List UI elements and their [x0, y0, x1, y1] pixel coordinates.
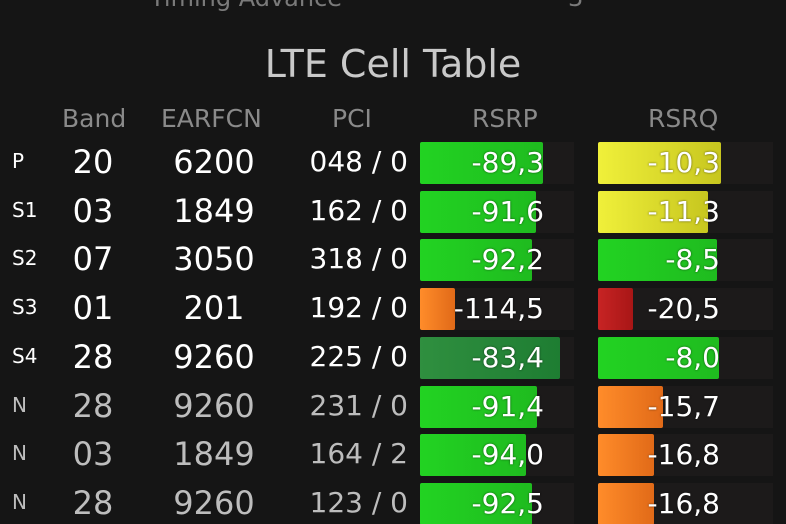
header-pci: PCI — [332, 104, 372, 133]
table-row: S2 07 3050 318 / 0 -92,2 -8,5 — [0, 236, 786, 284]
bar-value: -92,2 — [471, 243, 544, 276]
rsrp-bar: -94,0 — [420, 434, 574, 476]
cell-role-label: N — [12, 490, 27, 514]
bar-fill — [598, 386, 663, 428]
bar-value: -15,7 — [647, 390, 720, 423]
cell-role-label: S3 — [12, 295, 38, 319]
timing-advance-value: 3 — [568, 0, 583, 12]
bar-value: -11,3 — [647, 195, 720, 228]
rsrq-bar: -8,0 — [598, 337, 773, 379]
rsrp-bar: -83,4 — [420, 337, 574, 379]
pci-value: 162 / 0 — [309, 194, 409, 227]
bar-value: -91,4 — [471, 390, 544, 423]
timing-advance-label: Timing Advance — [150, 0, 342, 12]
pci-value: 225 / 0 — [309, 340, 409, 373]
pci-value: 231 / 0 — [309, 389, 409, 422]
earfcn-value: 9260 — [173, 387, 255, 425]
table-row: S1 03 1849 162 / 0 -91,6 -11,3 — [0, 188, 786, 236]
band-value: 20 — [72, 143, 114, 181]
table-row: S3 01 201 192 / 0 -114,5 -20,5 — [0, 285, 786, 333]
band-value: 28 — [72, 338, 114, 376]
bar-fill — [420, 288, 456, 330]
rsrq-bar: -15,7 — [598, 386, 773, 428]
bar-fill — [420, 337, 561, 379]
bar-fill — [598, 483, 654, 524]
pci-value: 164 / 2 — [309, 437, 409, 470]
page-title: LTE Cell Table — [264, 42, 522, 86]
bar-fill — [598, 337, 719, 379]
band-value: 28 — [72, 387, 114, 425]
table-row: S4 28 9260 225 / 0 -83,4 -8,0 — [0, 334, 786, 382]
band-value: 03 — [72, 192, 114, 230]
cell-role-label: S2 — [12, 246, 38, 270]
bar-fill — [598, 239, 717, 281]
earfcn-value: 9260 — [173, 338, 255, 376]
earfcn-value: 1849 — [173, 192, 255, 230]
bar-fill — [420, 434, 527, 476]
bar-fill — [598, 434, 654, 476]
bar-value: -91,6 — [471, 195, 544, 228]
pci-value: 048 / 0 — [309, 145, 409, 178]
cell-role-label: P — [12, 149, 25, 173]
rsrq-bar: -20,5 — [598, 288, 773, 330]
rsrq-bar: -16,8 — [598, 434, 773, 476]
rsrp-bar: -114,5 — [420, 288, 574, 330]
bar-fill — [598, 191, 709, 233]
bar-value: -83,4 — [471, 341, 544, 374]
rsrp-bar: -89,3 — [420, 142, 574, 184]
bar-fill — [598, 142, 721, 184]
cell-role-label: S4 — [12, 344, 38, 368]
rsrq-bar: -8,5 — [598, 239, 773, 281]
rsrp-bar: -92,5 — [420, 483, 574, 524]
pci-value: 192 / 0 — [309, 291, 409, 324]
pci-value: 123 / 0 — [309, 486, 409, 519]
rsrp-bar: -92,2 — [420, 239, 574, 281]
cell-role-label: N — [12, 441, 27, 465]
cell-role-label: S1 — [12, 198, 38, 222]
earfcn-value: 1849 — [173, 435, 255, 473]
header-earfcn: EARFCN — [161, 104, 262, 133]
earfcn-value: 9260 — [173, 484, 255, 522]
band-value: 07 — [72, 240, 114, 278]
bar-fill — [420, 483, 533, 524]
bar-value: -16,8 — [647, 487, 720, 520]
table-row: N 28 9260 123 / 0 -92,5 -16,8 — [0, 480, 786, 524]
rsrp-bar: -91,4 — [420, 386, 574, 428]
rsrq-bar: -16,8 — [598, 483, 773, 524]
bar-value: -114,5 — [453, 292, 544, 325]
bar-value: -20,5 — [647, 292, 720, 325]
bar-value: -8,0 — [665, 341, 720, 374]
bar-value: -89,3 — [471, 146, 544, 179]
bar-value: -94,0 — [471, 438, 544, 471]
header-rsrp: RSRP — [472, 104, 538, 133]
band-value: 03 — [72, 435, 114, 473]
bar-fill — [598, 288, 633, 330]
table-row: N 28 9260 231 / 0 -91,4 -15,7 — [0, 383, 786, 431]
table-row: P 20 6200 048 / 0 -89,3 -10,3 — [0, 139, 786, 187]
bar-fill — [420, 191, 536, 233]
rsrq-bar: -11,3 — [598, 191, 773, 233]
bar-value: -8,5 — [665, 243, 720, 276]
bar-value: -16,8 — [647, 438, 720, 471]
header-band: Band — [62, 104, 127, 133]
bar-fill — [420, 386, 538, 428]
earfcn-value: 201 — [183, 289, 245, 327]
bar-fill — [420, 142, 544, 184]
rsrq-bar: -10,3 — [598, 142, 773, 184]
bar-value: -10,3 — [647, 146, 720, 179]
header-rsrq: RSRQ — [648, 104, 719, 133]
table-row: N 03 1849 164 / 2 -94,0 -16,8 — [0, 431, 786, 479]
band-value: 01 — [72, 289, 114, 327]
band-value: 28 — [72, 484, 114, 522]
rsrp-bar: -91,6 — [420, 191, 574, 233]
bar-value: -92,5 — [471, 487, 544, 520]
earfcn-value: 3050 — [173, 240, 255, 278]
pci-value: 318 / 0 — [309, 242, 409, 275]
cell-role-label: N — [12, 393, 27, 417]
bar-fill — [420, 239, 533, 281]
earfcn-value: 6200 — [173, 143, 255, 181]
